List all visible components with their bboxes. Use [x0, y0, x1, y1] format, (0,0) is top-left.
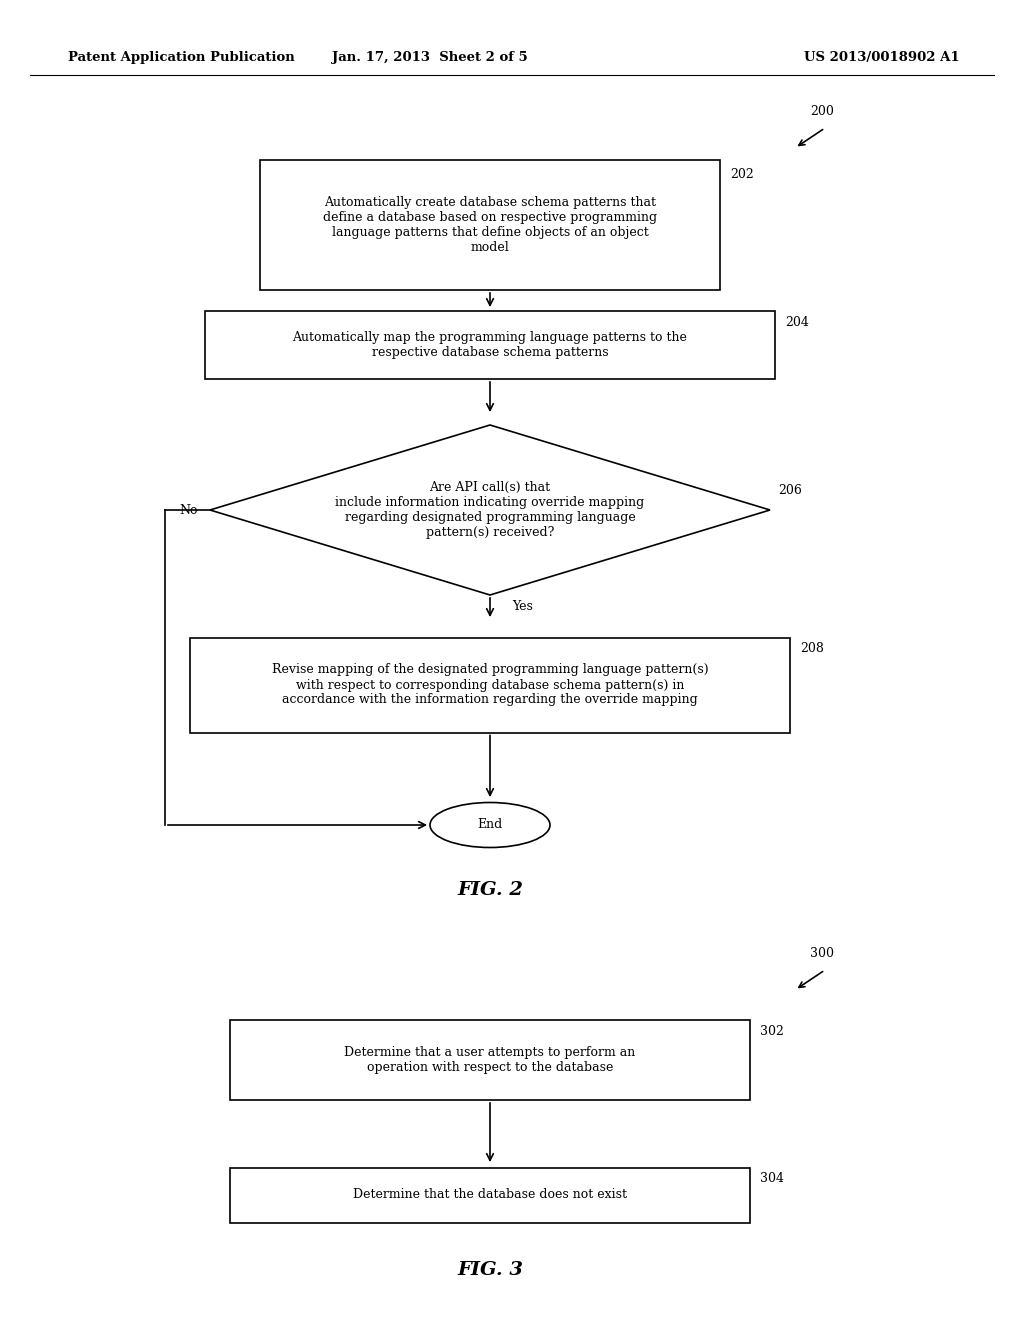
Text: Revise mapping of the designated programming language pattern(s)
with respect to: Revise mapping of the designated program… — [271, 664, 709, 706]
Text: Determine that the database does not exist: Determine that the database does not exi… — [353, 1188, 627, 1201]
Text: FIG. 2: FIG. 2 — [457, 880, 523, 899]
Text: Determine that a user attempts to perform an
operation with respect to the datab: Determine that a user attempts to perfor… — [344, 1045, 636, 1074]
Text: Automatically create database schema patterns that
define a database based on re: Automatically create database schema pat… — [323, 195, 657, 253]
Text: Automatically map the programming language patterns to the
respective database s: Automatically map the programming langua… — [293, 331, 687, 359]
Text: No: No — [179, 503, 198, 516]
Text: 202: 202 — [730, 168, 754, 181]
Text: Patent Application Publication: Patent Application Publication — [68, 51, 295, 65]
Text: 204: 204 — [785, 315, 809, 329]
Bar — [230, 1167, 750, 1222]
Polygon shape — [210, 425, 770, 595]
Ellipse shape — [430, 803, 550, 847]
Text: 200: 200 — [810, 106, 834, 117]
Text: 302: 302 — [760, 1026, 784, 1038]
Text: FIG. 3: FIG. 3 — [457, 1261, 523, 1279]
Text: 300: 300 — [810, 946, 834, 960]
Text: 304: 304 — [760, 1172, 784, 1185]
Bar — [230, 1020, 750, 1100]
Bar — [205, 312, 775, 379]
Bar — [260, 160, 720, 290]
Text: Yes: Yes — [512, 601, 532, 612]
Text: US 2013/0018902 A1: US 2013/0018902 A1 — [805, 51, 961, 65]
Text: End: End — [477, 818, 503, 832]
Bar — [190, 638, 790, 733]
Text: 206: 206 — [778, 483, 802, 496]
Text: Jan. 17, 2013  Sheet 2 of 5: Jan. 17, 2013 Sheet 2 of 5 — [332, 51, 528, 65]
Text: 208: 208 — [800, 643, 824, 656]
Text: Are API call(s) that
include information indicating override mapping
regarding d: Are API call(s) that include information… — [336, 480, 645, 539]
